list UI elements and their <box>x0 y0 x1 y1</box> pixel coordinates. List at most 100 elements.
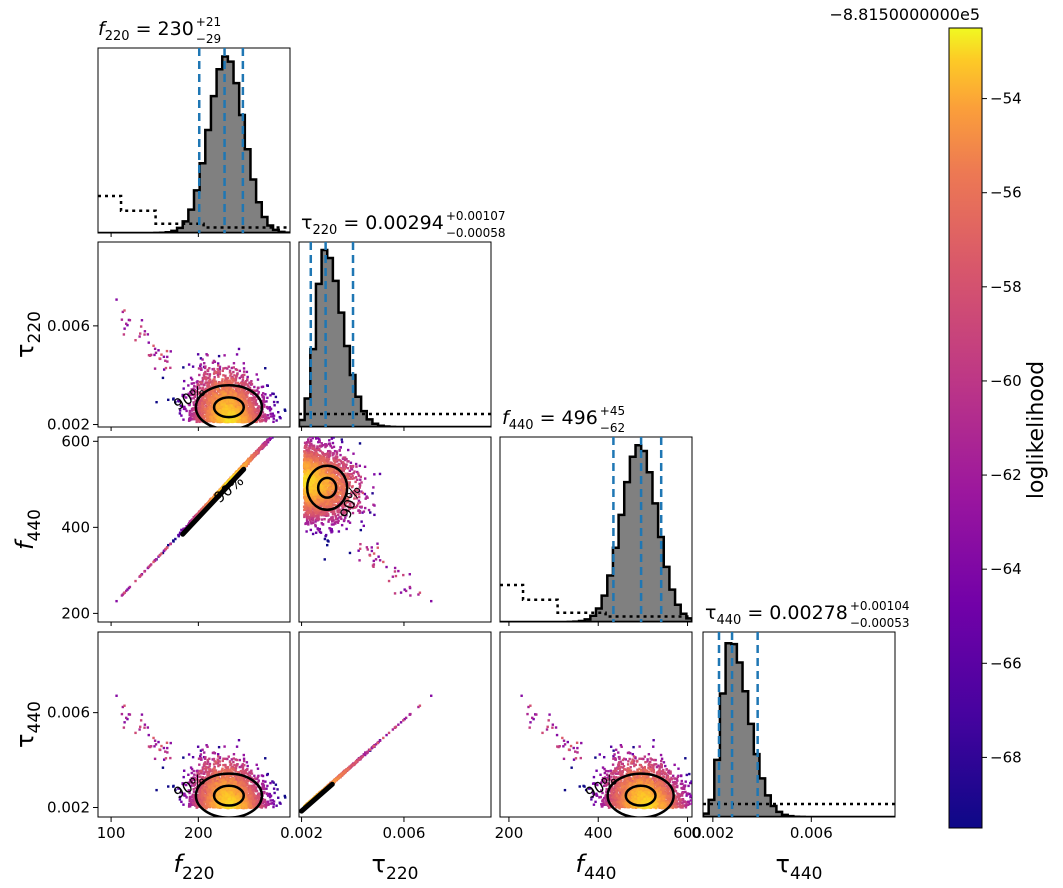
scatter-point <box>195 385 199 389</box>
scatter-point <box>162 549 166 553</box>
scatter-point <box>191 393 194 397</box>
scatter-point <box>240 387 243 391</box>
scatter-point <box>265 416 268 419</box>
scatter-point <box>249 417 253 421</box>
scatter-point <box>269 412 272 415</box>
scatter-point <box>275 431 277 433</box>
scatter-point <box>255 373 258 376</box>
scatter-point <box>250 380 253 383</box>
scatter-point <box>227 412 230 415</box>
scatter-point <box>223 402 226 405</box>
scatter-point <box>167 398 170 402</box>
scatter-point <box>234 393 237 396</box>
scatter-point <box>248 459 252 463</box>
scatter-point <box>244 391 247 395</box>
scatter-point <box>209 404 212 408</box>
scatter-point <box>231 398 234 401</box>
scatter-point <box>210 409 213 412</box>
scatter-point <box>203 366 207 370</box>
scatter-point <box>199 357 203 360</box>
scatter-point <box>250 396 253 400</box>
scatter-point <box>225 418 228 421</box>
scatter-point <box>237 387 241 390</box>
scatter-point <box>246 390 250 394</box>
histogram-tau_440 <box>703 642 895 817</box>
scatter-point <box>134 339 137 342</box>
scatter-point <box>237 411 241 414</box>
scatter-point <box>221 410 224 414</box>
scatter-point <box>204 387 208 391</box>
scatter-point <box>240 382 244 385</box>
scatter-point <box>194 416 198 419</box>
scatter-point <box>188 402 191 405</box>
scatter-point <box>210 399 214 402</box>
title-minus: −29 <box>196 32 221 46</box>
scatter-point <box>147 565 151 568</box>
scatter-point <box>188 410 192 413</box>
scatter-point <box>243 383 246 386</box>
scatter-point <box>200 392 203 395</box>
scatter-point <box>206 413 209 416</box>
scatter-point <box>189 391 192 394</box>
scatter-point <box>201 386 205 389</box>
scatter-point <box>207 376 210 380</box>
scatter-point <box>211 400 214 404</box>
scatter-point <box>269 394 272 397</box>
scatter-point <box>258 416 262 420</box>
scatter-point <box>198 420 201 424</box>
scatter-point <box>193 408 196 412</box>
scatter-point <box>242 370 246 373</box>
scatter-point <box>206 387 209 390</box>
scatter-point <box>203 375 206 378</box>
hist-panel-f_220: f220 = 230 +21−29 <box>97 15 291 234</box>
scatter-point <box>203 414 207 417</box>
scatter-point <box>228 407 232 410</box>
scatter-point <box>264 393 267 396</box>
scatter-point <box>204 410 208 413</box>
scatter-point <box>209 406 213 409</box>
scatter-point <box>193 394 196 398</box>
scatter-point <box>272 434 274 436</box>
scatter-point <box>246 409 249 413</box>
scatter-point <box>208 373 212 376</box>
scatter-point <box>164 366 168 370</box>
scatter-point <box>190 382 193 385</box>
scatter-point <box>219 391 223 394</box>
scatter-point <box>203 401 207 404</box>
scatter-point <box>146 333 150 336</box>
scatter-point <box>216 419 219 422</box>
scatter-point <box>245 402 248 405</box>
scatter-point <box>204 404 207 407</box>
scatter-point <box>192 401 195 404</box>
scatter-point <box>244 383 248 386</box>
scatter-point <box>185 409 188 413</box>
scatter-point <box>190 378 194 381</box>
scatter-point <box>128 585 132 589</box>
scatter-point <box>214 416 218 419</box>
scatter-point <box>246 459 249 462</box>
scatter-point <box>193 414 197 418</box>
scatter-point <box>238 369 242 373</box>
scatter-point <box>169 366 172 370</box>
title-value: = 496 <box>534 407 598 429</box>
scatter-point <box>201 405 204 409</box>
panel-content <box>703 632 895 817</box>
scatter-point <box>208 378 212 381</box>
scatter-point <box>182 366 185 369</box>
scatter-point <box>221 369 224 373</box>
scatter-point <box>205 393 208 396</box>
scatter-point <box>153 367 157 370</box>
scatter-point <box>190 397 193 400</box>
scatter-point <box>182 527 185 531</box>
scatter-point <box>160 552 163 555</box>
scatter-point <box>250 382 254 386</box>
title-subscript: 220 <box>312 223 337 238</box>
scatter-point <box>201 399 204 403</box>
scatter-point <box>242 393 245 396</box>
scatter-point <box>199 367 203 370</box>
scatter-point <box>245 379 249 382</box>
scatter-point <box>272 432 274 434</box>
scatter-point <box>204 365 207 368</box>
scatter-point <box>227 397 231 401</box>
scatter-point <box>229 391 232 394</box>
